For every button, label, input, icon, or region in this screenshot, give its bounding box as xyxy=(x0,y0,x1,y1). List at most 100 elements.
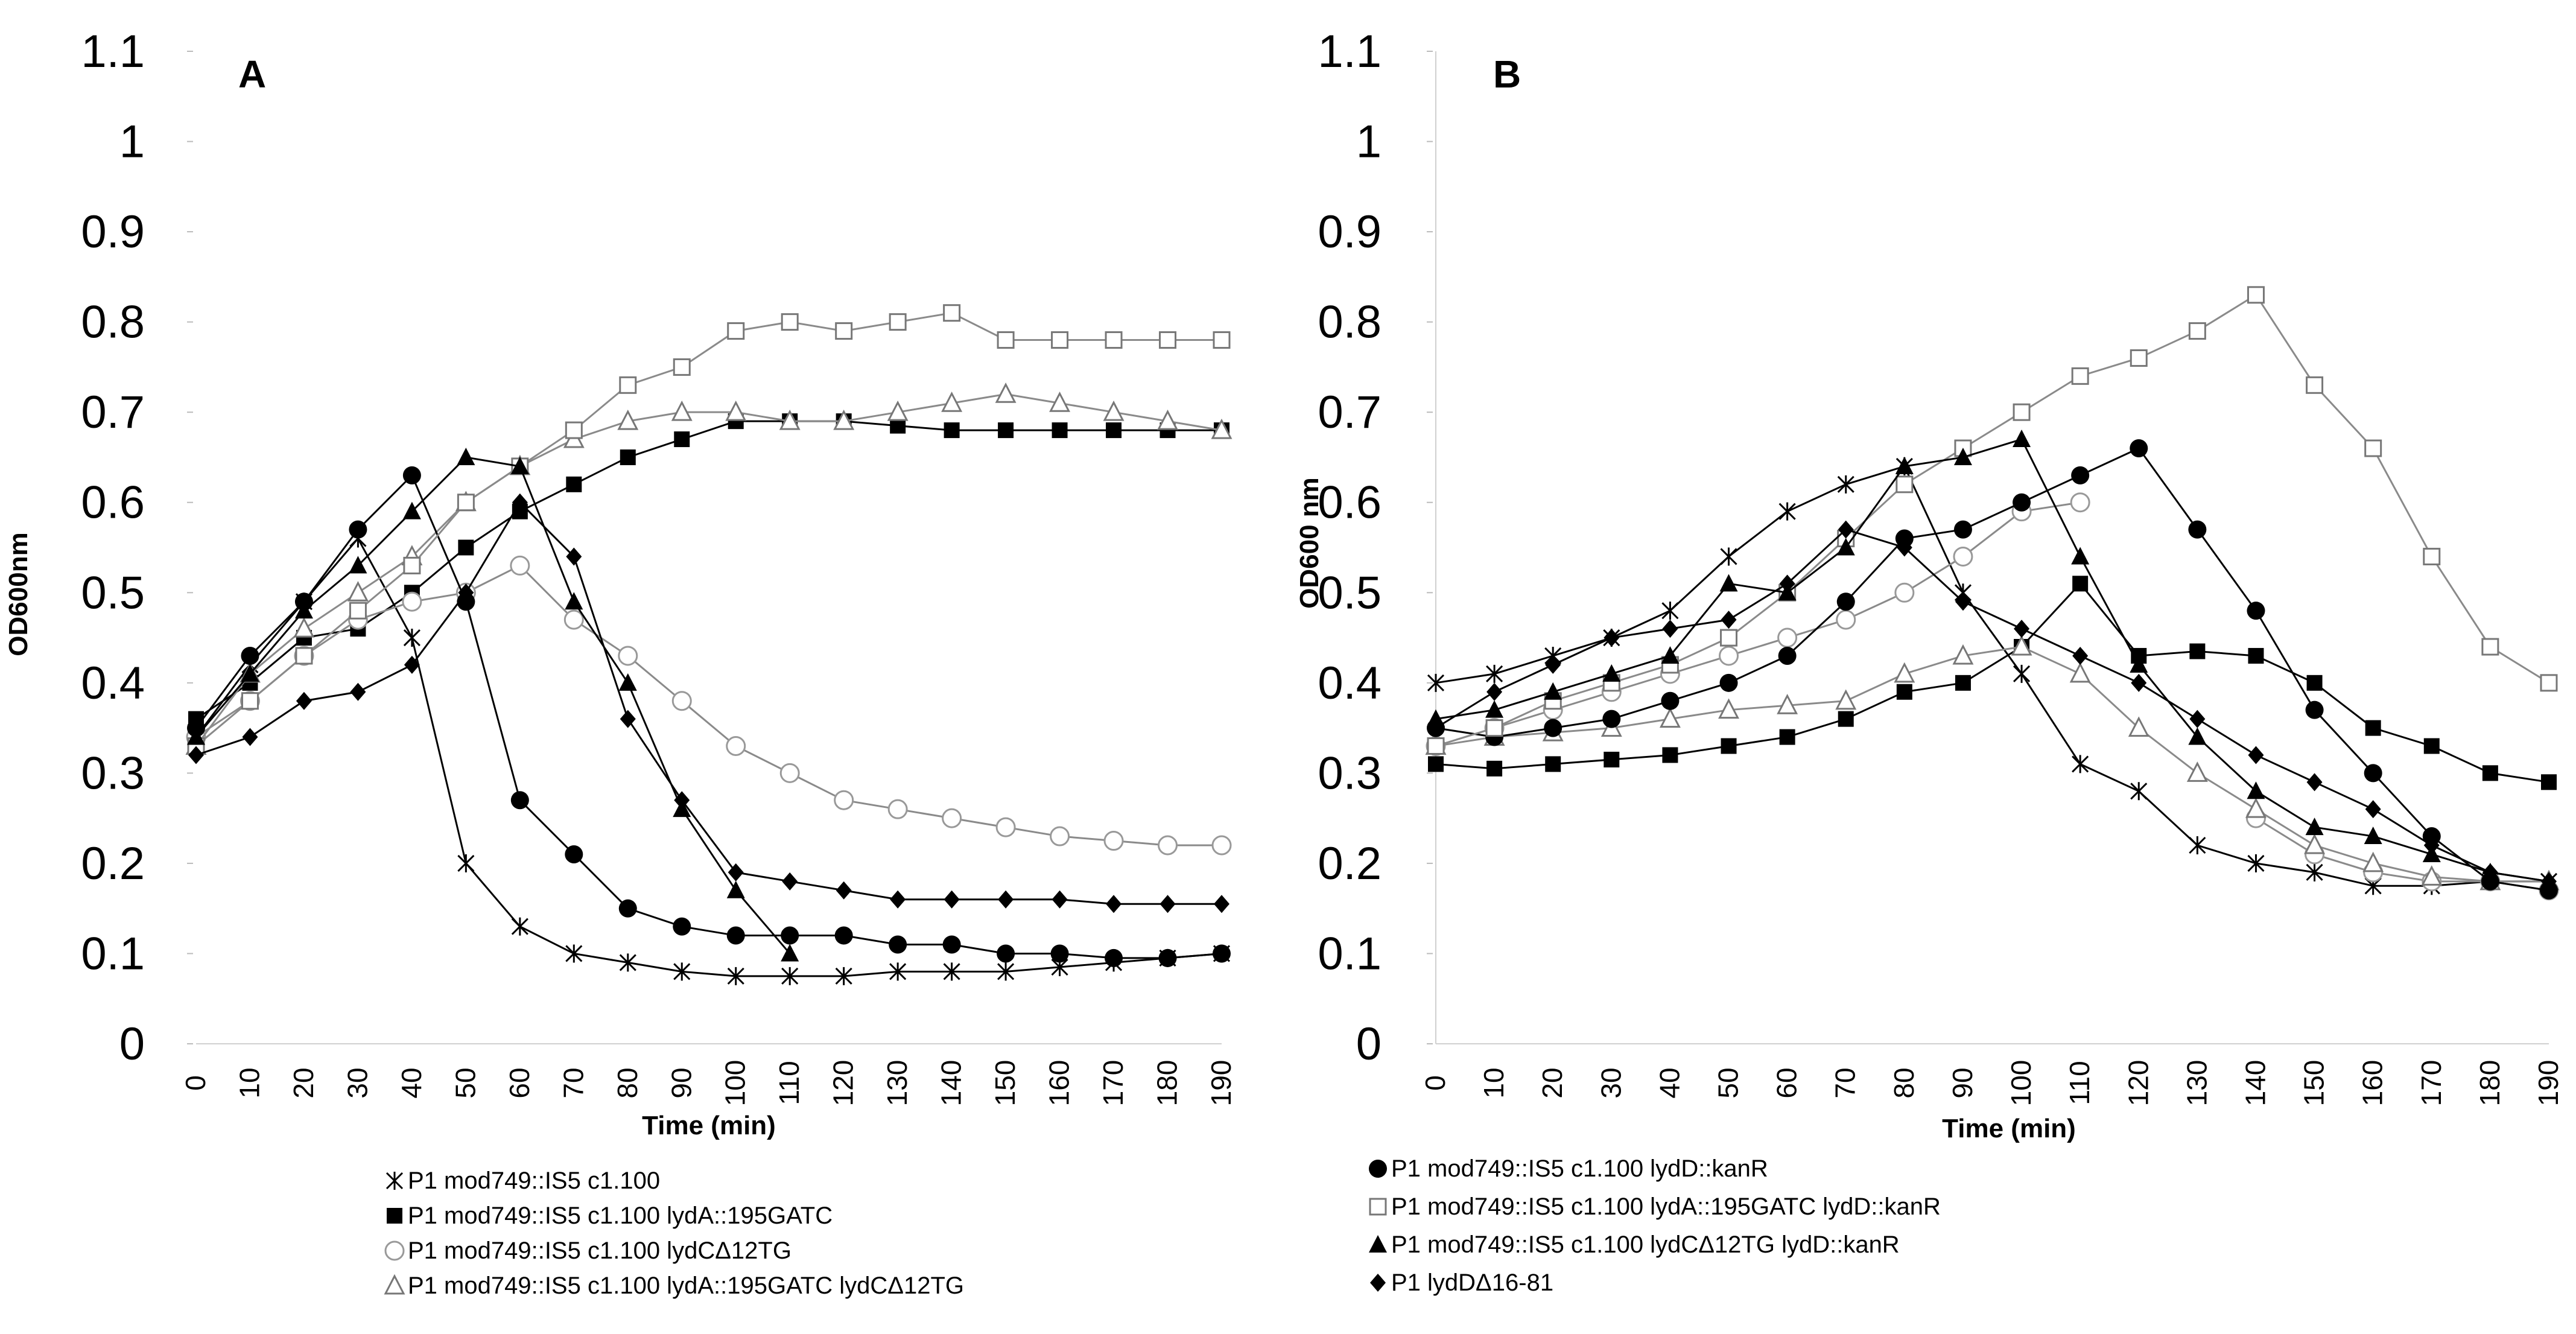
data-point xyxy=(887,799,908,819)
data-point xyxy=(2014,620,2030,638)
data-point xyxy=(781,944,799,962)
data-point xyxy=(1602,710,1621,728)
data-point xyxy=(1894,582,1915,603)
data-point xyxy=(1661,602,1679,620)
data-point xyxy=(510,791,529,810)
legend-entry: P1 mod749::IS5 c1.100 lydA::195GATC xyxy=(387,1202,833,1229)
x-tick-label: 80 xyxy=(1888,1067,1920,1098)
legend-label: P1 mod749::IS5 c1.100 lydA::195GATC xyxy=(408,1202,833,1229)
legend-label: P1 mod749::IS5 c1.100 lydCΔ12TG lydD::ka… xyxy=(1391,1231,1900,1258)
data-point xyxy=(1160,895,1176,913)
x-tick-label: 160 xyxy=(2357,1060,2388,1107)
data-point xyxy=(2364,439,2382,457)
data-point xyxy=(458,539,474,556)
x-tick-label: 120 xyxy=(2122,1060,2154,1107)
data-point xyxy=(2305,818,2324,836)
y-tick-label: 0.8 xyxy=(1318,297,1382,348)
data-point xyxy=(1721,611,1737,629)
data-point xyxy=(2070,492,2090,513)
y-tick-label: 0.9 xyxy=(81,206,145,258)
data-point xyxy=(1659,707,1681,728)
x-tick-label: 100 xyxy=(720,1060,751,1107)
data-point xyxy=(349,556,367,574)
data-point xyxy=(1721,738,1737,754)
data-point xyxy=(2364,827,2382,845)
data-point xyxy=(1485,719,1503,737)
data-point xyxy=(727,967,744,985)
data-point xyxy=(294,601,313,619)
series-star xyxy=(187,529,1231,985)
data-point xyxy=(2131,673,2147,692)
data-point xyxy=(1105,948,1123,967)
data-point xyxy=(726,880,745,898)
x-tick-label: 140 xyxy=(2239,1060,2271,1107)
data-point xyxy=(618,646,638,666)
y-tick-label: 0.7 xyxy=(81,387,145,438)
chart-panel-b: B 0 0.1 0.2 0.3 0.4 0.5 0.6 0.7 0.8 0.9 1 1.1 0 10 20 30… xyxy=(1295,26,2564,1296)
x-tick-label: 110 xyxy=(2064,1061,2095,1105)
data-point xyxy=(1955,592,1971,611)
data-point xyxy=(2423,547,2441,565)
data-point xyxy=(403,629,420,647)
data-point xyxy=(1896,684,1912,700)
data-point xyxy=(295,647,313,665)
data-point xyxy=(1661,691,1680,710)
data-point xyxy=(403,556,421,574)
legend-marker-icon xyxy=(1369,1160,1387,1178)
data-point xyxy=(1427,737,1445,755)
data-point xyxy=(997,944,1015,963)
x-tick-label: 80 xyxy=(612,1067,643,1098)
series-square-open xyxy=(187,304,1231,755)
data-point xyxy=(2365,800,2381,819)
y-tick-label: 0.8 xyxy=(81,297,145,348)
data-point xyxy=(1953,546,1973,567)
data-point xyxy=(1428,756,1444,772)
x-tick-label: 30 xyxy=(1595,1067,1626,1098)
data-point xyxy=(890,890,906,909)
data-point xyxy=(2189,710,2206,728)
data-point xyxy=(619,376,637,394)
data-point xyxy=(779,763,800,783)
data-point xyxy=(457,494,475,512)
y-tick-label: 0.1 xyxy=(81,928,145,979)
data-point xyxy=(1779,729,1795,745)
data-point xyxy=(2421,865,2443,886)
series-square-filled xyxy=(1428,576,2557,790)
legend-entry: P1 mod749::IS5 c1.100 lydCΔ12TG xyxy=(384,1237,792,1264)
data-point xyxy=(835,322,853,340)
x-tick-label: 90 xyxy=(665,1067,697,1098)
data-point xyxy=(2482,765,2498,781)
data-point xyxy=(296,691,312,710)
data-point xyxy=(2362,851,2384,872)
data-point xyxy=(1486,664,1503,683)
y-tick-label: 0.5 xyxy=(1318,567,1382,618)
data-point xyxy=(2306,773,2323,792)
series-circle-open xyxy=(186,555,1232,856)
data-point xyxy=(187,727,205,745)
data-point xyxy=(2130,349,2148,367)
data-point xyxy=(242,728,258,746)
series-line xyxy=(195,393,1222,747)
data-point xyxy=(2072,576,2089,592)
x-tick-label: 50 xyxy=(449,1067,481,1098)
data-point xyxy=(2540,674,2558,692)
data-point xyxy=(2245,797,2267,818)
data-point xyxy=(1103,831,1124,851)
x-tick-label: 130 xyxy=(881,1060,913,1107)
y-tick-label: 0.7 xyxy=(1318,387,1382,438)
series-diamond-filled xyxy=(188,493,1229,913)
data-point xyxy=(566,547,582,566)
x-tick-label: 40 xyxy=(396,1067,427,1098)
data-point xyxy=(565,845,583,863)
data-point xyxy=(404,655,420,674)
data-point xyxy=(563,609,584,630)
y-tick-label: 0.3 xyxy=(1318,748,1382,799)
data-point xyxy=(565,592,583,610)
data-point xyxy=(1896,538,1912,557)
data-point xyxy=(511,917,528,936)
data-point xyxy=(2248,746,2264,764)
data-point xyxy=(565,421,583,439)
y-tick-label: 0.2 xyxy=(81,838,145,889)
